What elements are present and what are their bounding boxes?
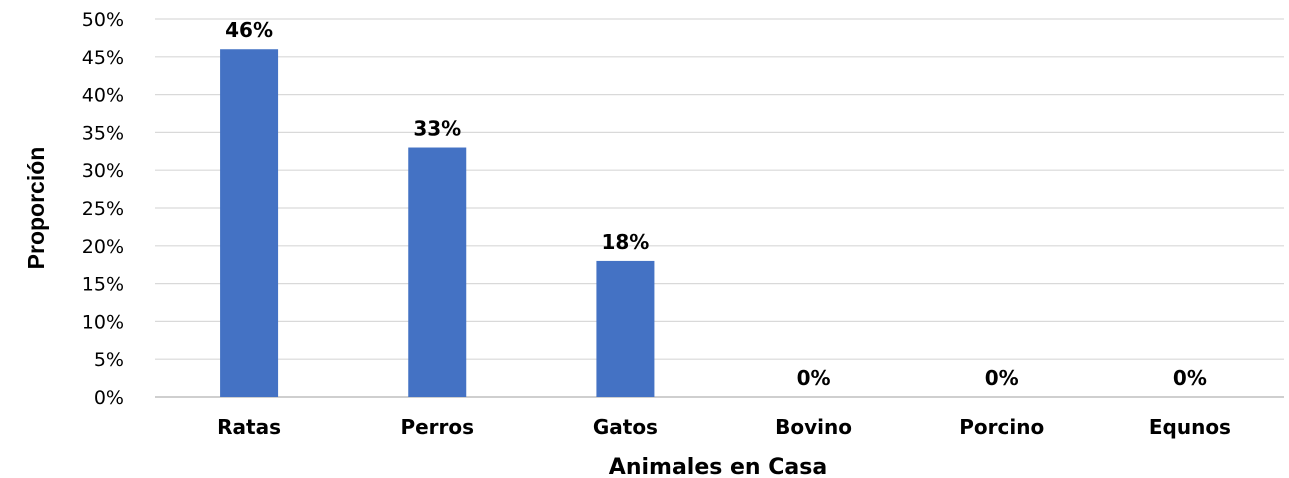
- y-tick-label: 20%: [82, 236, 124, 258]
- bar-gatos: [596, 260, 655, 397]
- y-tick-label: 25%: [82, 198, 124, 220]
- data-labels: 46% 33% 18% 0% 0% 0%: [225, 18, 1207, 390]
- x-tick-label: Ratas: [217, 415, 281, 439]
- data-label: 0%: [797, 366, 831, 390]
- data-label: 46%: [225, 18, 273, 42]
- x-tick-label: Equnos: [1149, 415, 1231, 439]
- x-tick-label: Bovino: [775, 415, 852, 439]
- bars: [220, 49, 655, 398]
- y-tick-label: 0%: [94, 387, 124, 409]
- bar-ratas: [220, 49, 279, 398]
- y-axis-title: Proporción: [23, 147, 49, 270]
- y-tick-label: 5%: [94, 349, 124, 371]
- y-tick-label: 10%: [82, 311, 124, 333]
- gridlines: [155, 18, 1284, 398]
- data-label: 18%: [601, 230, 649, 254]
- x-tick-label: Gatos: [593, 415, 658, 439]
- x-tick-label: Porcino: [959, 415, 1044, 439]
- data-label: 33%: [413, 117, 461, 141]
- data-label: 0%: [1173, 366, 1207, 390]
- x-tick-label: Perros: [400, 415, 474, 439]
- y-tick-label: 40%: [82, 85, 124, 107]
- data-label: 0%: [985, 366, 1019, 390]
- y-tick-label: 50%: [82, 9, 124, 31]
- x-axis-title: Animales en Casa: [609, 455, 827, 478]
- y-tick-label: 35%: [82, 122, 124, 144]
- y-tick-label: 45%: [82, 47, 124, 69]
- y-axis-ticks: 0% 5% 10% 15% 20% 25% 30% 35% 40% 45% 50%: [82, 9, 124, 409]
- y-tick-label: 30%: [82, 160, 124, 182]
- bar-perros: [408, 147, 467, 397]
- y-tick-label: 15%: [82, 274, 124, 296]
- x-axis-ticks: Ratas Perros Gatos Bovino Porcino Equnos: [217, 415, 1231, 439]
